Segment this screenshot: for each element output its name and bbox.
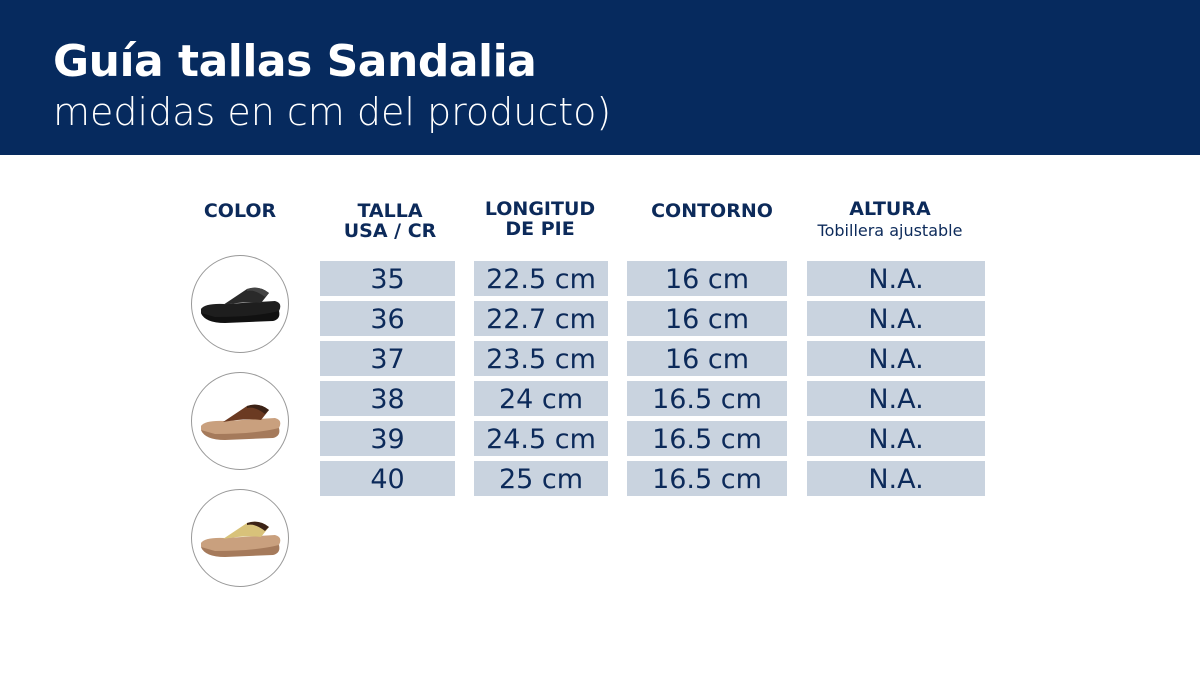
column-header-longitud: LONGITUD DE PIE bbox=[484, 198, 596, 240]
column-header-talla: TALLA USA / CR bbox=[343, 200, 437, 242]
cell-contorno: 16.5 cm bbox=[627, 421, 787, 456]
cell-contorno: 16 cm bbox=[627, 261, 787, 296]
color-swatch-gold-sandal bbox=[191, 489, 289, 587]
cell-altura: N.A. bbox=[807, 301, 985, 336]
cell-altura: N.A. bbox=[807, 341, 985, 376]
cell-talla: 39 bbox=[320, 421, 455, 456]
cell-altura: N.A. bbox=[807, 421, 985, 456]
cell-talla: 40 bbox=[320, 461, 455, 496]
column-header-contorno: CONTORNO bbox=[651, 200, 773, 222]
cell-talla: 38 bbox=[320, 381, 455, 416]
sandal-icon bbox=[201, 404, 281, 440]
sandal-icon bbox=[201, 287, 281, 323]
cell-talla: 37 bbox=[320, 341, 455, 376]
cell-contorno: 16.5 cm bbox=[627, 381, 787, 416]
header-banner: Guía tallas Sandalia medidas en cm del p… bbox=[0, 0, 1200, 155]
page-title: Guía tallas Sandalia bbox=[53, 36, 537, 87]
cell-talla: 36 bbox=[320, 301, 455, 336]
cell-contorno: 16 cm bbox=[627, 341, 787, 376]
color-swatch-black-sandal bbox=[191, 255, 289, 353]
cell-longitud: 25 cm bbox=[474, 461, 608, 496]
cell-altura: N.A. bbox=[807, 381, 985, 416]
cell-altura: N.A. bbox=[807, 461, 985, 496]
column-header-color: COLOR bbox=[203, 200, 277, 222]
column-header-altura: ALTURA Tobillera ajustable bbox=[800, 199, 980, 241]
cell-longitud: 22.5 cm bbox=[474, 261, 608, 296]
cell-contorno: 16.5 cm bbox=[627, 461, 787, 496]
altura-sublabel: Tobillera ajustable bbox=[817, 221, 963, 240]
cell-longitud: 24 cm bbox=[474, 381, 608, 416]
altura-label: ALTURA bbox=[849, 198, 931, 220]
sandal-icon bbox=[201, 521, 281, 557]
cell-longitud: 23.5 cm bbox=[474, 341, 608, 376]
cell-longitud: 22.7 cm bbox=[474, 301, 608, 336]
cell-altura: N.A. bbox=[807, 261, 985, 296]
cell-longitud: 24.5 cm bbox=[474, 421, 608, 456]
page-subtitle: medidas en cm del producto) bbox=[53, 90, 612, 134]
color-swatch-brown-sandal bbox=[191, 372, 289, 470]
cell-contorno: 16 cm bbox=[627, 301, 787, 336]
cell-talla: 35 bbox=[320, 261, 455, 296]
